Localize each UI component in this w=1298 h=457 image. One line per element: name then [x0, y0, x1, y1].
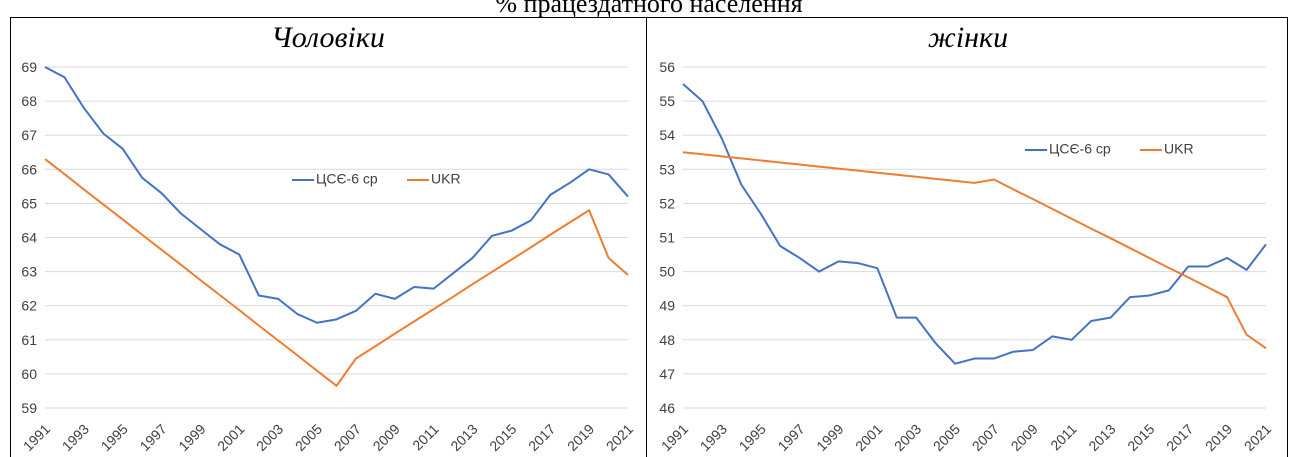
x-tick-label: 1993: [697, 421, 730, 454]
page-title: % працездатного населення: [495, 0, 802, 18]
y-tick-label: 64: [21, 230, 37, 246]
y-tick-label: 59: [21, 400, 37, 416]
x-tick-label: 2013: [1085, 421, 1118, 454]
x-tick-label: 2011: [1047, 421, 1080, 454]
x-tick-label: 2019: [564, 421, 597, 454]
x-tick-label: 1999: [175, 421, 208, 454]
y-tick-label: 66: [21, 161, 37, 177]
x-tick-label: 2005: [292, 421, 325, 454]
legend-label: UKR: [431, 171, 461, 187]
y-tick-label: 63: [21, 264, 37, 280]
y-tick-label: 65: [21, 195, 37, 211]
x-tick-label: 2009: [1008, 421, 1041, 454]
y-tick-label: 62: [21, 298, 37, 314]
y-tick-label: 52: [659, 195, 675, 211]
x-tick-label: 2007: [331, 421, 364, 454]
x-tick-label: 2009: [370, 421, 403, 454]
x-tick-label: 1991: [20, 421, 53, 454]
x-tick-label: 2003: [253, 421, 286, 454]
x-tick-label: 2021: [1241, 421, 1274, 454]
y-tick-label: 47: [659, 366, 675, 382]
x-tick-label: 2001: [214, 421, 247, 454]
x-tick-label: 2001: [852, 421, 885, 454]
x-tick-label: 2015: [486, 421, 519, 454]
x-tick-label: 2013: [447, 421, 480, 454]
x-tick-label: 1993: [59, 421, 92, 454]
x-tick-label: 1997: [136, 421, 169, 454]
x-tick-label: 2005: [930, 421, 963, 454]
series-line: [44, 66, 629, 324]
y-tick-label: 60: [21, 366, 37, 382]
y-tick-label: 48: [659, 332, 675, 348]
y-tick-label: 56: [659, 59, 675, 75]
y-tick-label: 50: [659, 264, 675, 280]
x-tick-label: 1997: [774, 421, 807, 454]
legend-label: ЦСЄ-6 ср: [316, 171, 378, 187]
y-tick-label: 55: [659, 93, 675, 109]
x-tick-label: 1991: [658, 421, 691, 454]
series-line: [682, 83, 1267, 365]
legend-label: UKR: [1164, 141, 1194, 157]
frame: [10, 17, 1288, 457]
x-tick-label: 2015: [1124, 421, 1157, 454]
x-tick-label: 1995: [98, 421, 131, 454]
x-tick-label: 2019: [1202, 421, 1235, 454]
y-tick-label: 51: [659, 230, 675, 246]
x-tick-label: 2007: [969, 421, 1002, 454]
x-tick-label: 2017: [525, 421, 558, 454]
legend-label: ЦСЄ-6 ср: [1049, 141, 1111, 157]
series-line: [682, 151, 1267, 350]
y-tick-label: 54: [659, 127, 675, 143]
x-tick-label: 1999: [813, 421, 846, 454]
x-tick-label: 2017: [1163, 421, 1196, 454]
panel-title: Чоловіки: [271, 21, 385, 54]
y-tick-label: 67: [21, 127, 37, 143]
panel-title: жінки: [928, 21, 1008, 54]
x-tick-label: 2003: [891, 421, 924, 454]
y-tick-label: 61: [21, 332, 37, 348]
series-line: [44, 158, 629, 387]
y-tick-label: 68: [21, 93, 37, 109]
x-tick-label: 1995: [736, 421, 769, 454]
x-tick-label: 2011: [409, 421, 442, 454]
x-tick-label: 2021: [603, 421, 636, 454]
y-tick-label: 69: [21, 59, 37, 75]
y-tick-label: 49: [659, 298, 675, 314]
y-tick-label: 53: [659, 161, 675, 177]
y-tick-label: 46: [659, 400, 675, 416]
